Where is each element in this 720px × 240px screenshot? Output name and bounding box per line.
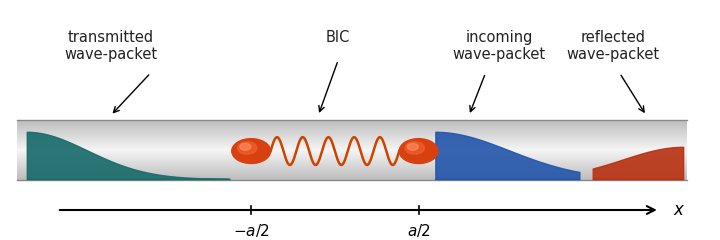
Text: $-a/2$: $-a/2$ bbox=[233, 222, 269, 239]
Bar bbox=[17, 179, 686, 180]
Circle shape bbox=[399, 139, 438, 163]
Text: reflected
wave-packet: reflected wave-packet bbox=[566, 30, 660, 62]
Bar bbox=[17, 173, 686, 174]
Bar bbox=[17, 121, 686, 122]
Bar bbox=[17, 156, 686, 157]
Circle shape bbox=[240, 143, 251, 150]
Bar bbox=[17, 152, 686, 153]
Bar bbox=[17, 153, 686, 154]
Bar bbox=[17, 140, 686, 141]
Bar bbox=[17, 124, 686, 125]
Bar bbox=[17, 178, 686, 179]
Bar bbox=[17, 169, 686, 170]
Bar bbox=[17, 166, 686, 167]
Bar bbox=[17, 163, 686, 164]
Bar bbox=[17, 165, 686, 166]
Bar bbox=[17, 151, 686, 152]
Bar bbox=[17, 144, 686, 145]
Bar bbox=[17, 131, 686, 132]
Bar bbox=[17, 132, 686, 133]
Bar bbox=[17, 149, 686, 150]
Bar bbox=[17, 167, 686, 168]
Bar bbox=[17, 159, 686, 160]
Bar bbox=[17, 136, 686, 137]
Circle shape bbox=[232, 139, 271, 163]
Bar bbox=[17, 145, 686, 146]
Circle shape bbox=[408, 143, 418, 150]
Text: $x$: $x$ bbox=[673, 201, 685, 219]
Bar bbox=[17, 141, 686, 142]
Bar bbox=[17, 137, 686, 138]
Bar bbox=[17, 139, 686, 140]
Bar bbox=[17, 158, 686, 159]
Bar bbox=[17, 150, 686, 151]
Bar bbox=[17, 122, 686, 123]
Bar bbox=[17, 130, 686, 131]
Bar bbox=[17, 127, 686, 128]
Circle shape bbox=[405, 142, 424, 154]
Bar bbox=[17, 164, 686, 165]
Bar bbox=[17, 176, 686, 177]
Bar bbox=[17, 146, 686, 147]
Bar bbox=[17, 142, 686, 143]
Circle shape bbox=[238, 142, 257, 154]
Bar bbox=[17, 125, 686, 126]
Bar bbox=[17, 170, 686, 171]
Bar bbox=[17, 120, 686, 121]
Bar bbox=[17, 157, 686, 158]
Bar bbox=[17, 174, 686, 175]
Text: BIC: BIC bbox=[326, 30, 351, 45]
Text: $a/2$: $a/2$ bbox=[407, 222, 431, 239]
Bar bbox=[17, 168, 686, 169]
Bar bbox=[17, 129, 686, 130]
Bar bbox=[17, 126, 686, 127]
Bar bbox=[17, 143, 686, 144]
Text: transmitted
wave-packet: transmitted wave-packet bbox=[64, 30, 157, 62]
Bar bbox=[17, 161, 686, 162]
Bar bbox=[17, 138, 686, 139]
Bar bbox=[17, 134, 686, 135]
Bar bbox=[17, 162, 686, 163]
Bar bbox=[17, 160, 686, 161]
Bar bbox=[17, 175, 686, 176]
Bar bbox=[17, 123, 686, 124]
Bar bbox=[17, 128, 686, 129]
Bar bbox=[17, 177, 686, 178]
Bar bbox=[17, 147, 686, 148]
Bar bbox=[17, 172, 686, 173]
Bar bbox=[17, 135, 686, 136]
Text: incoming
wave-packet: incoming wave-packet bbox=[452, 30, 546, 62]
Bar bbox=[17, 133, 686, 134]
Bar bbox=[17, 148, 686, 149]
Bar bbox=[17, 154, 686, 155]
Bar bbox=[17, 171, 686, 172]
Bar bbox=[17, 155, 686, 156]
